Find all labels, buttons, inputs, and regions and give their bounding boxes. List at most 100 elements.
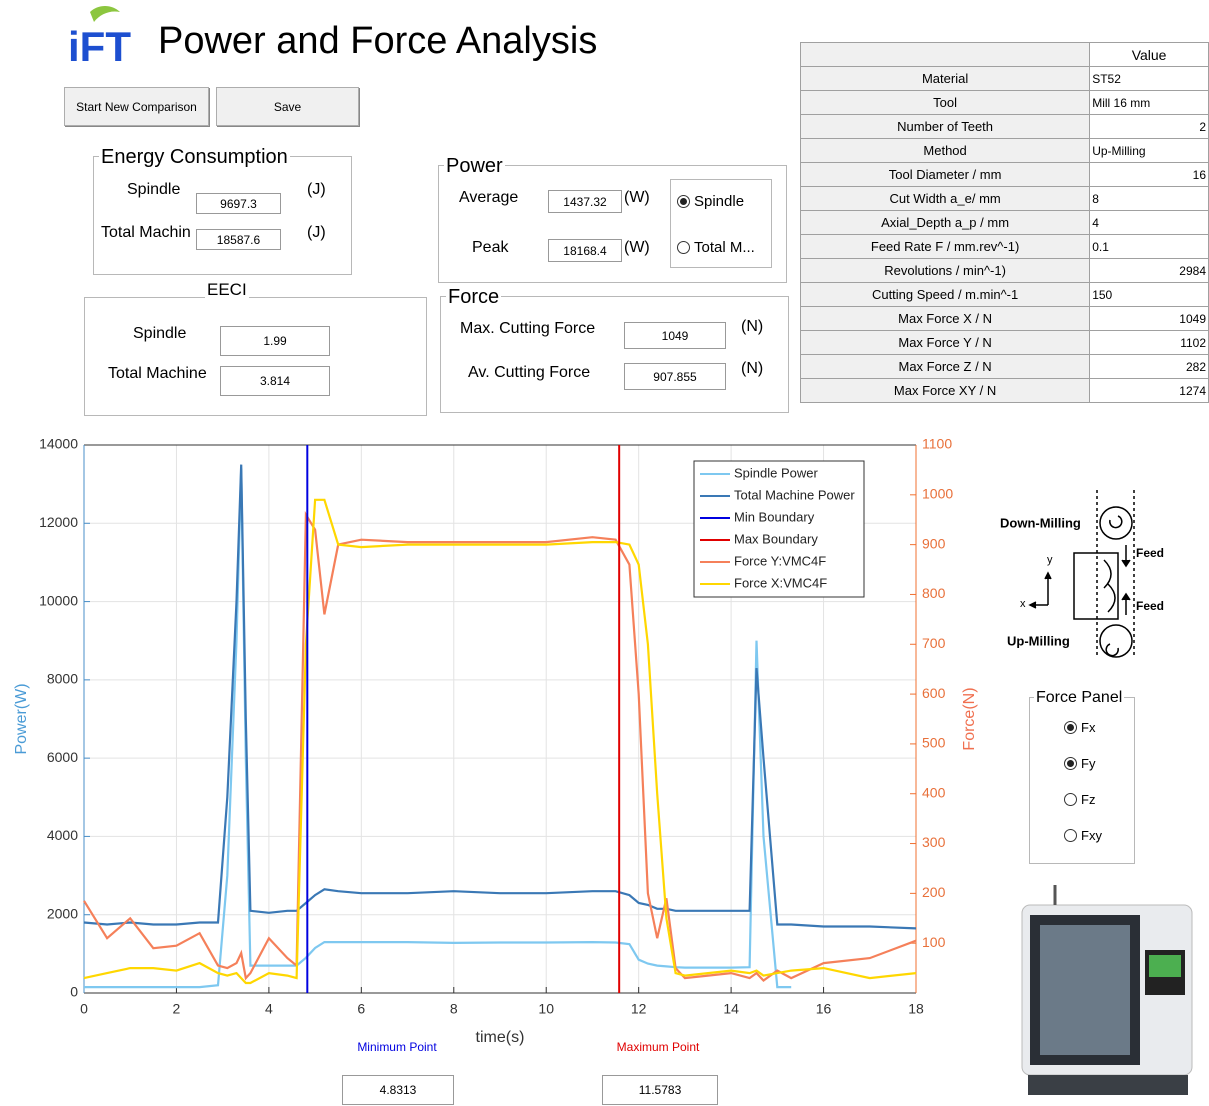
table-corner [801, 43, 1090, 67]
table-label: Max Force X / N [801, 307, 1090, 331]
table-row: Max Force Y / N1102 [801, 331, 1209, 355]
table-value: 282 [1090, 355, 1209, 379]
field-label: Spindle [127, 181, 180, 199]
radio-button[interactable] [1064, 829, 1077, 842]
radio-option[interactable]: Fz [1064, 792, 1095, 807]
x-tick-label: 4 [265, 1001, 273, 1017]
field-unit: (J) [307, 181, 326, 199]
legend-label: Min Boundary [734, 509, 815, 524]
x-tick-label: 8 [450, 1001, 458, 1017]
radio-button[interactable] [1064, 757, 1077, 770]
field-label: Spindle [133, 325, 186, 343]
diagram-label: Feed [1136, 599, 1164, 613]
save-button[interactable]: Save [216, 87, 359, 126]
radio-label: Spindle [694, 193, 744, 210]
force-panel [440, 296, 789, 413]
x-tick-label: 6 [357, 1001, 365, 1017]
table-value: 2 [1090, 115, 1209, 139]
legend-label: Spindle Power [734, 465, 818, 480]
radio-option[interactable]: Fx [1064, 720, 1095, 735]
table-value: Up-Milling [1090, 139, 1209, 163]
field-unit: (N) [741, 360, 763, 378]
table-label: Feed Rate F / mm.rev^-1) [801, 235, 1090, 259]
radio-button[interactable] [677, 241, 690, 254]
radio-option[interactable]: Spindle [677, 193, 744, 210]
diagram-label: Down-Milling [1000, 515, 1081, 530]
radio-button[interactable] [677, 195, 690, 208]
panel-title: Force Panel [1034, 688, 1124, 708]
table-label: Max Force XY / N [801, 379, 1090, 403]
y2-tick-label: 800 [922, 585, 946, 601]
table-label: Cutting Speed / m.min^-1 [801, 283, 1090, 307]
radio-dot [1067, 724, 1074, 731]
table-label: Number of Teeth [801, 115, 1090, 139]
radio-label: Fxy [1081, 828, 1102, 843]
radio-dot [680, 198, 687, 205]
y-tick-label: 2000 [47, 905, 78, 921]
field-unit: (W) [624, 239, 650, 257]
table-value: 1102 [1090, 331, 1209, 355]
legend-label: Max Boundary [734, 531, 818, 546]
table-row: MethodUp-Milling [801, 139, 1209, 163]
field-label: Av. Cutting Force [468, 364, 590, 382]
radio-option[interactable]: Fy [1064, 756, 1095, 771]
legend-label: Force X:VMC4F [734, 575, 827, 590]
table-row: Revolutions / min^-1)2984 [801, 259, 1209, 283]
x-tick-label: 12 [631, 1001, 647, 1017]
y-tick-label: 4000 [47, 827, 78, 843]
machine-image [1022, 885, 1192, 1095]
diagram-label: x [1020, 598, 1026, 610]
boundary-caption: Minimum Point [357, 1040, 437, 1054]
table-row: Cut Width a_e/ mm8 [801, 187, 1209, 211]
field-value: 18168.4 [548, 239, 622, 262]
table-label: Method [801, 139, 1090, 163]
radio-button[interactable] [1064, 793, 1077, 806]
diagram-label: y [1047, 554, 1053, 566]
radio-label: Fy [1081, 756, 1095, 771]
table-value: Mill 16 mm [1090, 91, 1209, 115]
y-axis-label: Power(W) [13, 683, 30, 754]
table-label: Cut Width a_e/ mm [801, 187, 1090, 211]
y2-tick-label: 1100 [922, 436, 952, 452]
field-label: Total Machin [101, 224, 191, 242]
field-label: Average [459, 189, 518, 207]
boundary-value: 11.5783 [602, 1075, 718, 1105]
table-value: 16 [1090, 163, 1209, 187]
boundary-caption: Maximum Point [617, 1040, 700, 1054]
table-label: Max Force Z / N [801, 355, 1090, 379]
legend-label: Force Y:VMC4F [734, 553, 826, 568]
field-label: Total Machine [108, 365, 207, 383]
start-button[interactable]: Start New Comparison [64, 87, 209, 126]
y-tick-label: 6000 [47, 749, 78, 765]
radio-option[interactable]: Fxy [1064, 828, 1102, 843]
table-label: Revolutions / min^-1) [801, 259, 1090, 283]
x-tick-label: 2 [173, 1001, 181, 1017]
field-label: Max. Cutting Force [460, 320, 595, 338]
table-value: 1274 [1090, 379, 1209, 403]
boundary-value: 4.8313 [342, 1075, 454, 1105]
table-row: Max Force X / N1049 [801, 307, 1209, 331]
x-tick-label: 16 [816, 1001, 832, 1017]
table-header: Value [1090, 43, 1209, 67]
field-value: 9697.3 [196, 193, 281, 214]
radio-label: Fz [1081, 792, 1095, 807]
radio-option[interactable]: Total M... [677, 239, 755, 256]
legend-label: Total Machine Power [734, 487, 855, 502]
radio-button[interactable] [1064, 721, 1077, 734]
panel-title: Power [444, 156, 505, 176]
table-value: 8 [1090, 187, 1209, 211]
table-label: Tool [801, 91, 1090, 115]
table-row: Feed Rate F / mm.rev^-1)0.1 [801, 235, 1209, 259]
field-unit: (J) [307, 224, 326, 242]
table-value: 4 [1090, 211, 1209, 235]
field-unit: (N) [741, 318, 763, 336]
field-value: 907.855 [624, 363, 726, 390]
y-tick-label: 10000 [39, 592, 78, 608]
radio-dot [1067, 760, 1074, 767]
eeci-panel [84, 297, 427, 416]
y2-tick-label: 300 [922, 834, 946, 850]
field-unit: (W) [624, 189, 650, 207]
table-label: Axial_Depth a_p / mm [801, 211, 1090, 235]
